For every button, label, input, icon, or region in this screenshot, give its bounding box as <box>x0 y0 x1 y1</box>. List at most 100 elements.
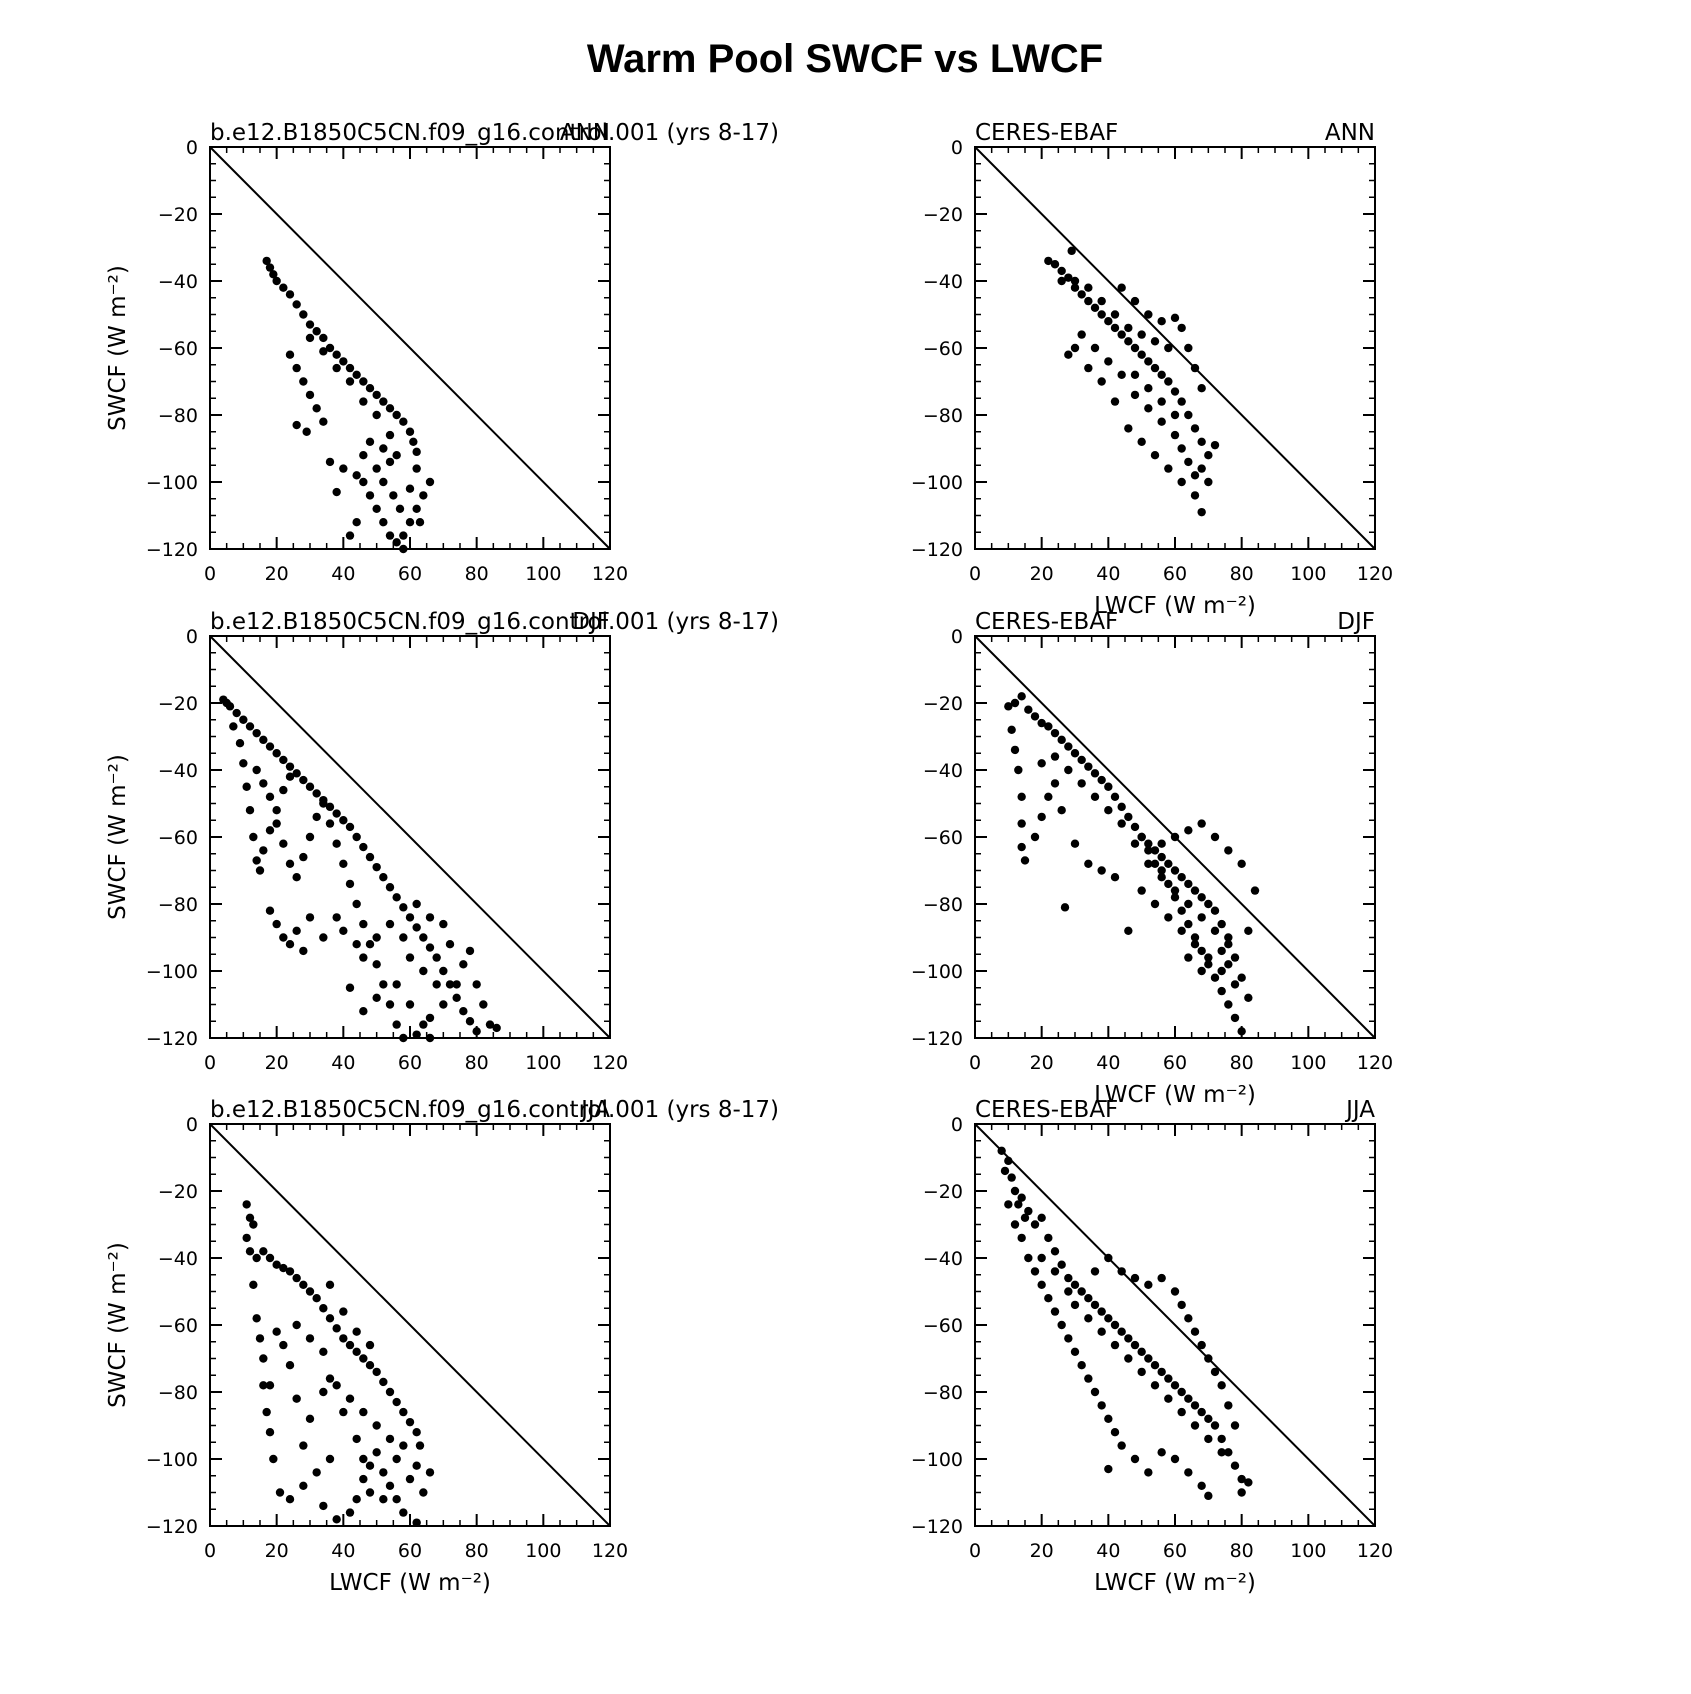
reference-line <box>209 635 611 1039</box>
data-point <box>1004 702 1013 711</box>
y-tick-label: −120 <box>911 1516 963 1538</box>
y-tick-label: −60 <box>923 1315 963 1337</box>
data-point <box>1210 1421 1220 1430</box>
data-point <box>1124 323 1133 333</box>
data-point <box>269 1454 278 1464</box>
data-point <box>1017 792 1026 801</box>
data-point <box>1210 1367 1220 1377</box>
data-point <box>445 940 455 949</box>
data-point <box>359 477 368 487</box>
data-point <box>1237 1474 1246 1484</box>
data-point <box>279 283 288 292</box>
data-point <box>332 809 341 818</box>
data-point <box>1164 464 1173 473</box>
data-point <box>1144 1354 1153 1363</box>
x-tick-label: 60 <box>1163 1052 1187 1074</box>
data-point <box>279 1340 288 1350</box>
data-point <box>1170 430 1180 440</box>
data-point <box>1084 363 1093 373</box>
data-point <box>1117 819 1126 828</box>
data-point <box>1224 1000 1233 1009</box>
x-axis-label: LWCF (W m⁻²) <box>1094 593 1256 619</box>
data-point <box>479 1000 488 1009</box>
data-point <box>1224 1401 1233 1410</box>
y-tick-label: −60 <box>158 338 198 360</box>
data-point <box>312 1468 321 1477</box>
data-point <box>1037 1253 1046 1263</box>
data-point <box>372 464 381 473</box>
data-point <box>385 1434 395 1444</box>
y-tick-label: −80 <box>158 894 198 916</box>
data-point <box>259 1354 268 1363</box>
data-point <box>319 333 328 343</box>
data-point <box>1197 966 1206 976</box>
data-point <box>385 919 395 929</box>
x-tick-label: 80 <box>465 563 489 585</box>
y-tick-label: −40 <box>923 760 963 782</box>
reference-line <box>209 146 611 550</box>
data-point <box>352 1327 361 1336</box>
data-point <box>1117 802 1126 812</box>
data-point <box>1037 759 1046 768</box>
data-point <box>385 531 395 540</box>
data-point <box>439 966 448 976</box>
data-point <box>389 491 398 500</box>
data-point <box>385 883 395 892</box>
data-point <box>312 789 321 798</box>
data-point <box>332 1515 341 1524</box>
y-tick-label: −20 <box>923 1181 963 1203</box>
data-point <box>1020 1213 1030 1223</box>
data-point <box>1230 1421 1240 1430</box>
data-point <box>275 1488 285 1497</box>
data-point <box>1064 1287 1073 1296</box>
data-point <box>292 363 301 373</box>
data-point <box>299 852 308 862</box>
data-point <box>1210 973 1220 982</box>
data-point <box>379 477 388 487</box>
data-point <box>1184 1468 1193 1477</box>
data-point <box>379 980 388 989</box>
data-point <box>412 1461 421 1470</box>
data-point <box>1124 424 1133 433</box>
data-point <box>345 1508 355 1517</box>
data-point <box>1104 1314 1113 1323</box>
data-point <box>1137 1367 1146 1377</box>
data-point <box>305 1287 315 1296</box>
data-point <box>365 852 375 862</box>
data-point <box>425 943 435 952</box>
data-point <box>292 1273 301 1283</box>
data-point <box>359 1474 368 1484</box>
data-point <box>465 1017 475 1026</box>
data-point <box>1057 735 1066 745</box>
data-point <box>1050 1247 1060 1256</box>
data-point <box>339 926 348 935</box>
data-point <box>1084 859 1093 868</box>
data-point <box>319 347 328 356</box>
data-point <box>332 350 341 359</box>
data-point <box>399 1407 408 1417</box>
data-point <box>1090 1267 1100 1276</box>
data-point <box>279 933 288 942</box>
data-point <box>379 873 388 882</box>
data-point <box>1204 477 1213 487</box>
data-point <box>1004 1156 1013 1166</box>
data-point <box>325 802 335 812</box>
data-point <box>1017 819 1026 828</box>
data-point <box>1157 397 1166 406</box>
data-point <box>372 960 381 969</box>
data-point <box>459 960 468 969</box>
data-point <box>1137 437 1146 446</box>
data-point <box>1197 1407 1206 1417</box>
x-tick-label: 20 <box>1030 1052 1054 1074</box>
data-point <box>392 1454 401 1464</box>
data-point <box>1110 1320 1120 1330</box>
data-point <box>305 832 315 842</box>
data-point <box>385 1000 395 1009</box>
data-point <box>242 1200 251 1209</box>
data-point <box>1117 330 1126 339</box>
data-point <box>392 980 401 989</box>
data-point <box>1217 966 1226 976</box>
data-point <box>1204 960 1213 969</box>
data-point <box>395 504 405 513</box>
data-point <box>997 1146 1006 1156</box>
